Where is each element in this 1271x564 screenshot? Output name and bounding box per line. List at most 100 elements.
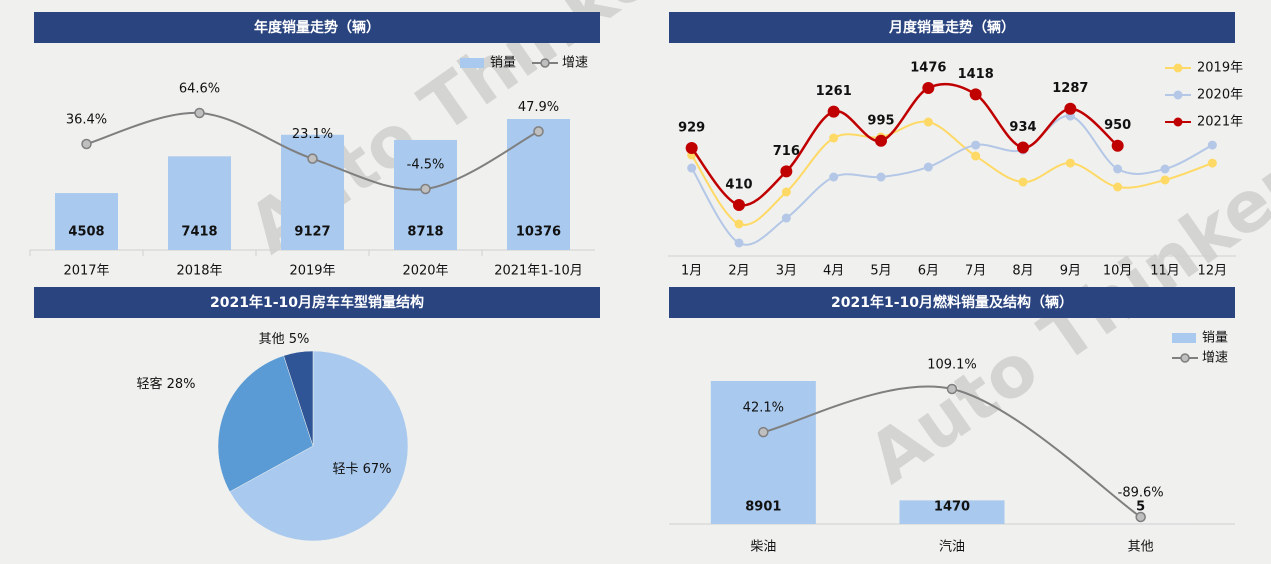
legend-swatch [540,58,550,68]
data-label: 1476 [910,61,946,76]
slice-category: 其他 [259,332,285,347]
line-marker [1113,164,1123,174]
data-label: 109.1% [927,358,977,373]
data-label: 410 [725,178,752,193]
data-label: 1261 [816,84,852,99]
line-marker [781,187,791,197]
x-tick-label: 汽油 [939,540,965,555]
x-tick-label: 柴油 [750,540,776,555]
legend-swatch [1180,353,1190,363]
line-marker [1113,182,1123,192]
x-tick-label: 10月 [1103,264,1133,279]
header-bar [34,287,600,318]
bar-label: 5 [1136,500,1145,515]
line-marker [875,134,887,147]
slice-value: 5% [289,332,310,347]
legend-label: 销量 [1202,331,1228,346]
bar-label: 7418 [181,225,217,240]
slice-value: 28% [167,377,196,392]
line-marker [971,151,981,161]
x-tick-label: 9月 [1060,264,1081,279]
chart-title: 2021年1-10月房车车型销量结构 [210,294,424,311]
slice-value: 67% [363,462,392,477]
data-label: 995 [867,113,894,128]
header-bar [34,12,600,43]
legend-label: 增速 [1202,351,1228,366]
legend-swatch [460,58,484,68]
bar-label: 8901 [745,500,781,515]
line-marker [1207,140,1217,150]
bar-label: 4508 [68,225,104,240]
slice-label: 其他 5% [259,332,310,347]
x-tick-label: 12月 [1198,264,1228,279]
line-marker [307,153,318,164]
line-marker [758,426,769,438]
x-tick-label: 其他 [1128,540,1154,555]
x-tick-label: 6月 [918,264,939,279]
line-marker [687,163,697,173]
data-label: 934 [1009,120,1036,135]
bar [55,193,118,250]
line-marker [923,162,933,172]
line-marker [971,140,981,150]
line-marker [734,219,744,229]
x-tick-label: 8月 [1012,264,1033,279]
line-marker [923,117,933,127]
bar [710,381,816,524]
pie-slice [283,350,314,447]
x-tick-label: 7月 [965,264,986,279]
legend-label: 增速 [562,56,588,71]
x-tick-label: 1月 [681,264,702,279]
x-tick-label: 2020年 [402,264,448,279]
line-marker [533,126,544,137]
legend-label: 2020年 [1197,88,1243,103]
watermark: Auto Thinker [854,141,1271,500]
header-bar [669,12,1235,43]
line-marker [81,138,92,150]
line-marker [685,142,698,155]
line-marker [827,105,840,118]
data-label: 42.1% [743,401,784,416]
pie-slice [217,355,314,493]
line-marker [780,165,793,178]
slice-category: 轻客 [136,376,162,392]
x-tick-label: 2019年 [289,264,335,279]
x-tick-label: 5月 [870,264,891,279]
bar [394,139,457,250]
line-marker [781,213,791,223]
line-marker [946,383,958,395]
bar-label: 10376 [516,225,561,240]
legend-swatch [1173,117,1183,127]
line-marker [922,82,935,94]
data-label: 1418 [958,67,994,82]
bar-label: 8718 [407,225,443,240]
legend-swatch [1172,333,1196,343]
data-label: -89.6% [1118,486,1164,501]
line-marker [1064,102,1077,115]
line-marker [1065,158,1075,168]
bar-label: 1470 [934,500,970,515]
x-tick-label: 11月 [1150,264,1180,279]
bar [168,156,231,250]
chart-title: 月度销量走势（辆） [888,19,1015,36]
slice-label: 轻卡 67% [332,462,391,477]
line-marker [1018,177,1028,187]
line-marker [829,172,839,182]
slice-category: 轻卡 [332,462,358,477]
line-marker [1017,141,1029,154]
x-tick-label: 2017年 [63,264,109,279]
data-label: 47.9% [518,100,559,115]
data-label: 950 [1104,118,1131,133]
data-label: 64.6% [179,82,220,97]
line-marker [734,238,744,248]
line-marker [420,183,431,195]
line-marker [876,172,886,182]
bar [507,119,570,250]
pie-slice [229,350,409,542]
data-label: 23.1% [292,127,333,142]
data-label: 929 [678,121,705,136]
line-marker [829,133,839,143]
data-label: 716 [773,144,800,159]
line [690,82,1119,207]
